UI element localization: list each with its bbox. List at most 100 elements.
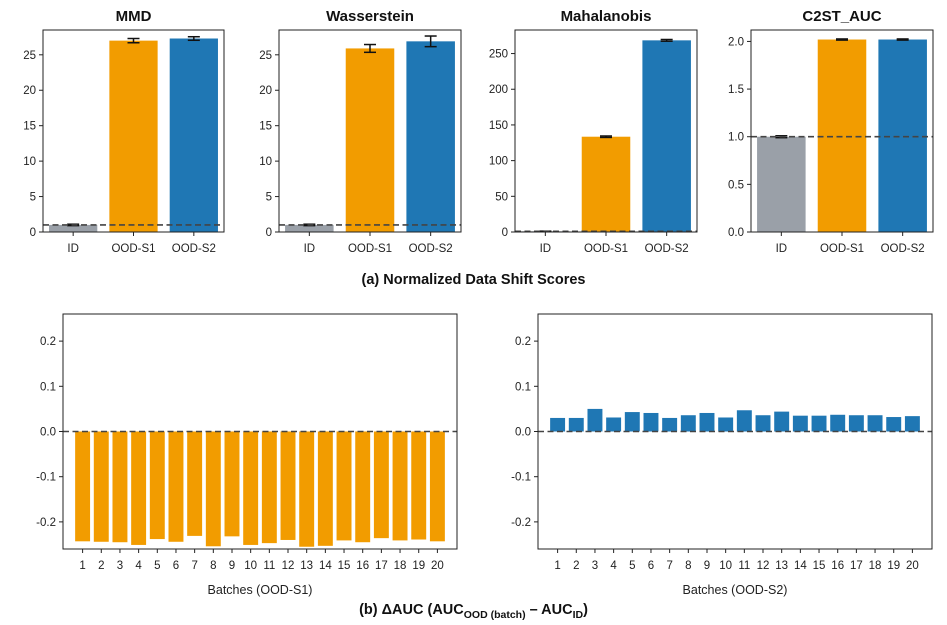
x-tick-label: 6 xyxy=(648,560,654,572)
x-tick-label: 16 xyxy=(356,560,369,572)
bar-batch-4 xyxy=(606,417,622,432)
bar-batch-5 xyxy=(149,431,165,540)
bar-batch-15 xyxy=(336,431,352,541)
y-tick-label: 0 xyxy=(30,227,36,239)
bar-batch-12 xyxy=(755,415,771,432)
bar-batch-11 xyxy=(261,431,277,544)
x-tick-label: 4 xyxy=(135,560,142,572)
bar-batch-18 xyxy=(867,415,883,432)
y-tick-label: 0.2 xyxy=(40,336,56,348)
y-tick-label: 0.1 xyxy=(40,381,56,393)
bar-batch-20 xyxy=(429,431,445,542)
x-tick-label: 17 xyxy=(375,560,388,572)
x-tick-label: 1 xyxy=(554,560,560,572)
bar-batch-1 xyxy=(75,431,91,542)
x-tick-label: 20 xyxy=(431,560,444,572)
bar-batch-13 xyxy=(774,411,790,432)
caption-b-sub-ood: OOD (batch) xyxy=(464,609,526,621)
bar-batch-19 xyxy=(411,431,427,540)
bar-batch-16 xyxy=(830,414,846,432)
y-tick-label: 250 xyxy=(489,49,508,61)
caption-b: (b) ΔAUC (AUCOOD (batch) – AUCID) xyxy=(359,602,588,621)
bar-ood-s2 xyxy=(169,38,218,232)
bar-batch-2 xyxy=(93,431,109,542)
y-tick-label: -0.1 xyxy=(511,472,531,484)
x-tick-label: 9 xyxy=(229,560,235,572)
bar-batch-17 xyxy=(848,415,864,432)
x-tick-label: 11 xyxy=(738,560,750,572)
y-tick-label: 10 xyxy=(259,156,272,168)
y-tick-label: 100 xyxy=(489,156,508,168)
bar-id xyxy=(49,224,98,232)
x-tick-label: 18 xyxy=(869,560,882,572)
bar-batch-12 xyxy=(280,431,296,540)
x-tick-label: 8 xyxy=(685,560,691,572)
x-tick-label: 15 xyxy=(338,560,351,572)
x-tick-label: 14 xyxy=(319,560,332,572)
chart-1: 0 5 10 15 20 25 ID OOD-S1 OOD-S2 Wasserstein xyxy=(259,8,462,255)
x-tick-label: 19 xyxy=(412,560,425,572)
bar-batch-1 xyxy=(550,417,566,432)
chart-title: Mahalanobis xyxy=(561,8,652,25)
bar-batch-6 xyxy=(168,431,184,542)
x-tick-label: 12 xyxy=(282,560,295,572)
bar-batch-18 xyxy=(392,431,408,541)
bar-id xyxy=(757,136,806,232)
y-tick-label: 0 xyxy=(266,227,272,239)
y-tick-label: 50 xyxy=(495,191,508,203)
y-tick-label: 20 xyxy=(259,85,272,97)
y-tick-label: 25 xyxy=(23,50,36,62)
y-tick-label: 20 xyxy=(23,85,36,97)
bar-batch-14 xyxy=(792,415,808,432)
bar-ood-s1 xyxy=(817,39,867,232)
x-tick-label: 1 xyxy=(79,560,85,572)
chart-0: 0 5 10 15 20 25 ID OOD-S1 OOD-S2 MMD xyxy=(23,8,225,255)
x-tick-label: 17 xyxy=(850,560,863,572)
bar-batch-19 xyxy=(886,417,902,432)
x-tick-label: 3 xyxy=(117,560,123,572)
x-tick-label: OOD-S1 xyxy=(584,243,628,255)
bar-batch-13 xyxy=(299,431,315,547)
y-tick-label: 0.0 xyxy=(515,427,531,439)
plot-frame xyxy=(750,29,934,233)
bar-batch-4 xyxy=(131,431,147,545)
y-tick-label: 0.0 xyxy=(728,227,744,239)
x-tick-label: ID xyxy=(776,243,788,255)
y-tick-label: 15 xyxy=(23,121,36,133)
x-tick-label: 16 xyxy=(831,560,844,572)
bar-ood-s1 xyxy=(109,40,158,233)
x-tick-label: 6 xyxy=(173,560,179,572)
caption-b-mid: – AUC xyxy=(526,602,574,618)
y-tick-label: 15 xyxy=(259,121,272,133)
x-tick-label: 2 xyxy=(98,560,104,572)
bar-batch-14 xyxy=(317,431,333,546)
y-tick-label: 200 xyxy=(489,84,508,96)
bar-batch-8 xyxy=(680,415,696,432)
chart-2: 0 50 100 150 200 250 ID OOD-S1 OOD-S2 Mahalanobis xyxy=(489,8,698,255)
chart-title: MMD xyxy=(116,8,152,25)
y-tick-label: 5 xyxy=(30,192,36,204)
x-tick-label: 2 xyxy=(573,560,579,572)
caption-b-sub-id: ID xyxy=(573,609,584,621)
x-tick-label: 9 xyxy=(704,560,710,572)
bar-batch-17 xyxy=(373,431,389,539)
x-tick-label: 14 xyxy=(794,560,807,572)
bar-batch-3 xyxy=(112,431,128,543)
x-tick-label: 5 xyxy=(154,560,160,572)
bar-batch-16 xyxy=(355,431,371,543)
y-tick-label: 0.2 xyxy=(515,336,531,348)
y-tick-label: -0.1 xyxy=(36,472,56,484)
x-tick-label: 15 xyxy=(813,560,826,572)
x-tick-label: 5 xyxy=(629,560,635,572)
caption-b-prefix: (b) ΔAUC (AUC xyxy=(359,602,464,618)
chart-5: -0.2-0.10.00.10.21 2 3 4 5 6 7 8 9 10 11 12 13 14 15 16… xyxy=(511,313,933,597)
bar-batch-9 xyxy=(699,412,715,432)
y-tick-label: 0 xyxy=(502,227,508,239)
chart-title: C2ST_AUC xyxy=(802,8,881,25)
bar-batch-5 xyxy=(624,412,640,432)
y-tick-label: 1.5 xyxy=(728,84,744,96)
chart-4: -0.2-0.10.00.10.21 2 3 4 5 6 7 8 9 10 11 12 13 14 15 16… xyxy=(36,313,458,597)
bar-ood-s2 xyxy=(878,39,927,232)
x-tick-label: OOD-S2 xyxy=(645,243,689,255)
y-tick-label: 2.0 xyxy=(728,36,744,48)
